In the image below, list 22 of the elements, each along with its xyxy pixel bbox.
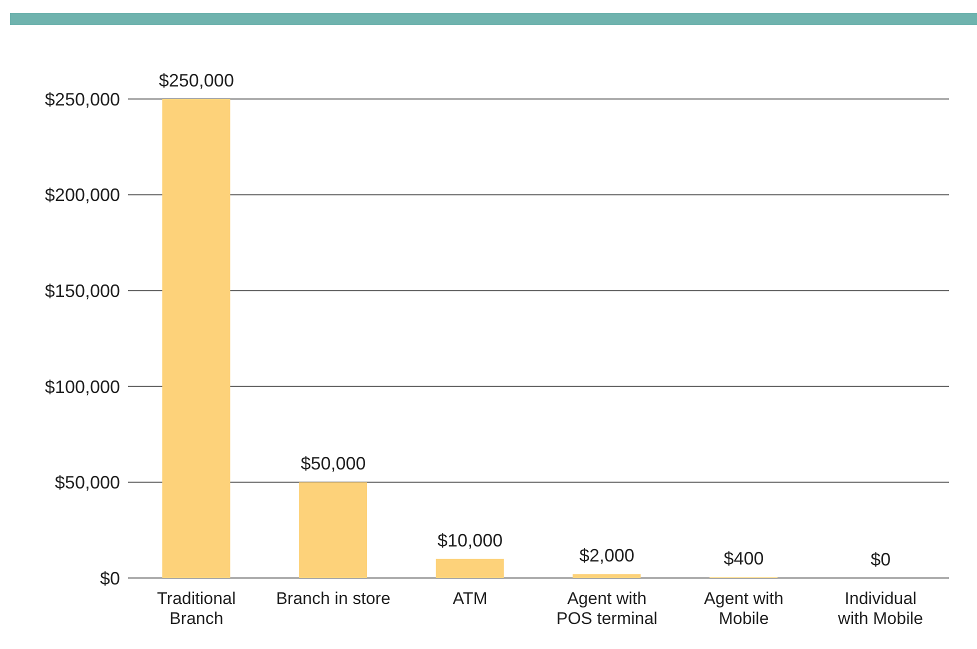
- x-tick-label: Individual with Mobile: [837, 589, 924, 628]
- bar: [162, 99, 230, 578]
- data-label: $2,000: [579, 546, 634, 566]
- x-tick-label: Branch in store: [276, 589, 390, 608]
- y-tick-label: $50,000: [54, 472, 120, 493]
- data-label: $0: [870, 549, 891, 570]
- bar: [436, 558, 504, 578]
- bar: [572, 574, 641, 578]
- y-tick-label: $200,000: [44, 185, 120, 206]
- bar: [299, 482, 368, 578]
- x-tick-label: ATM: [452, 589, 488, 608]
- x-tick-label: Agent with Mobile: [704, 589, 784, 628]
- x-tick-label: Traditional Branch: [157, 589, 236, 628]
- data-label: $50,000: [300, 454, 366, 474]
- y-tick-label: $100,000: [44, 376, 120, 397]
- data-label: $400: [724, 548, 764, 569]
- data-label: $10,000: [438, 530, 503, 550]
- x-tick-label: Agent with POS terminal: [556, 589, 658, 628]
- y-tick-label: $250,000: [44, 89, 120, 110]
- y-tick-label: $0: [100, 568, 120, 588]
- data-label: $250,000: [158, 70, 234, 90]
- y-tick-label: $150,000: [44, 280, 120, 301]
